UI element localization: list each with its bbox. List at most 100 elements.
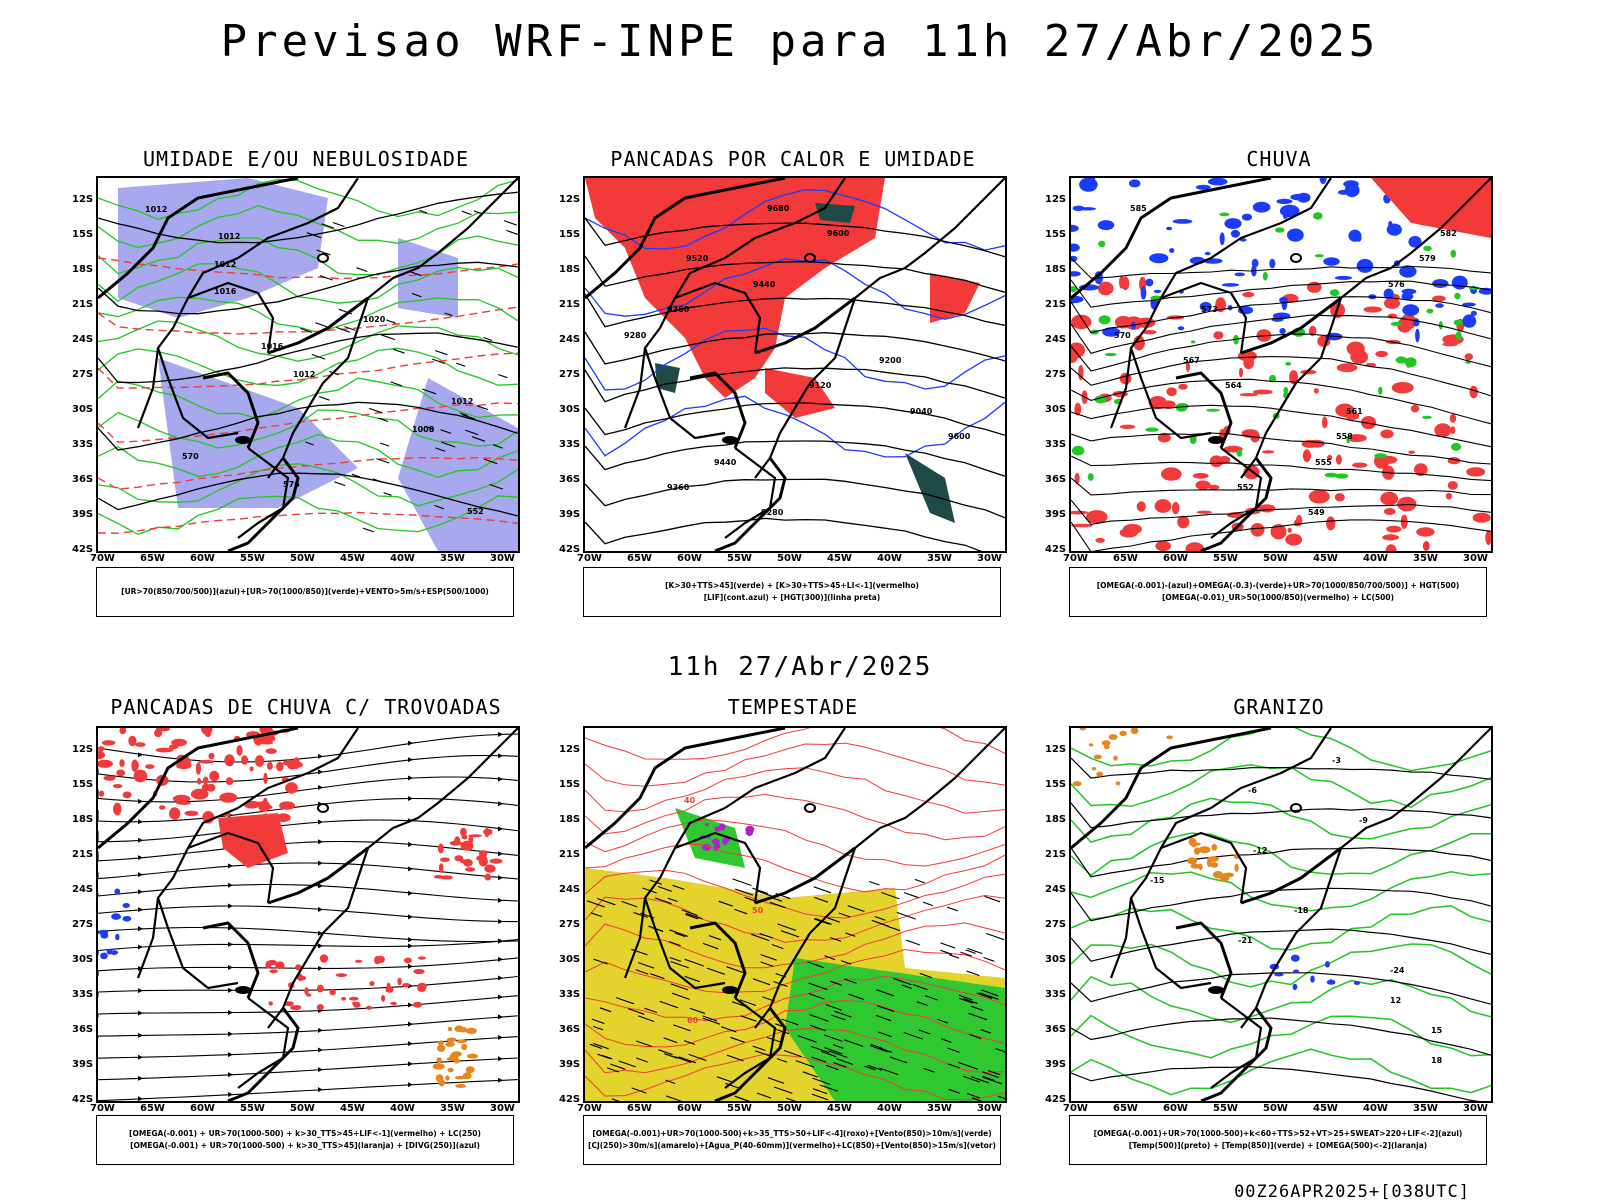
shade-cell xyxy=(1307,281,1322,293)
contour-line xyxy=(1071,279,1491,308)
shade-cell xyxy=(329,989,336,996)
contour-label: -24 xyxy=(1390,966,1405,975)
lon-tick-label: 50W xyxy=(777,1103,802,1114)
lat-tick-label: 24S xyxy=(72,334,94,345)
lat-tick-label: 18S xyxy=(559,814,581,825)
flow-arrow xyxy=(408,1082,413,1088)
shade-cell xyxy=(1250,523,1265,537)
shade-cell xyxy=(1274,973,1284,977)
lon-tick-label: 40W xyxy=(1363,553,1388,564)
shade-cell xyxy=(1213,331,1224,340)
shade-cell xyxy=(100,952,108,960)
shade-cell xyxy=(335,973,347,977)
contour-labels: -3 -6 -9 -12 -15 -18 -21 -24 12 15 18 xyxy=(1150,756,1443,1065)
shade-cell xyxy=(381,995,386,1002)
shade-cell xyxy=(1380,429,1394,439)
wind-vector xyxy=(356,267,368,273)
lake xyxy=(317,803,329,813)
contour-line xyxy=(1071,871,1491,912)
wind-vector xyxy=(940,942,956,949)
flow-arrow xyxy=(498,1014,503,1020)
contour-label: 9360 xyxy=(667,305,690,314)
contour-line xyxy=(585,742,1005,787)
shade-cell xyxy=(1416,527,1435,537)
shade-cell xyxy=(190,788,209,800)
temp850-contours xyxy=(1071,728,1491,1096)
shade-cell xyxy=(1185,361,1190,372)
legend-line: [K>30+TTS>45](verde) + [K>30+TTS>45+LI<-… xyxy=(665,581,919,590)
flow-arrow xyxy=(228,925,233,931)
shade-cell xyxy=(1308,489,1330,504)
border-line xyxy=(267,297,370,479)
shade-cell xyxy=(122,915,132,922)
shade-cell xyxy=(225,777,234,785)
shade-cell xyxy=(279,801,296,810)
shade-cell xyxy=(1378,386,1383,395)
lon-tick-label: 60W xyxy=(1163,1103,1188,1114)
lat-tick-label: 21S xyxy=(72,299,94,310)
wind-vector xyxy=(735,888,754,896)
shade-cell xyxy=(1432,295,1446,302)
lat-tick-label: 15S xyxy=(559,229,581,240)
lon-tick-label: 40W xyxy=(390,1103,415,1114)
shade-cell xyxy=(1397,317,1413,333)
contour-label: 1016 xyxy=(214,287,237,296)
wind-vector xyxy=(810,1024,826,1032)
wind-vector xyxy=(351,473,361,478)
wind-vector xyxy=(844,1039,864,1047)
legend-line: [OMEGA(-0.001)-(azul)+OMEGA(-0.3)-(verde… xyxy=(1096,581,1460,590)
wind-vector xyxy=(786,1097,797,1101)
wind-vector xyxy=(473,210,482,215)
lon-tick-label: 35W xyxy=(927,553,952,564)
border-line xyxy=(1240,296,1342,355)
shade-cell xyxy=(365,1005,373,1010)
shade-cell xyxy=(1166,226,1173,231)
lake xyxy=(804,253,816,263)
legend-line: [OMEGA(-0.001) + UR>70(1000-500) + k>30_… xyxy=(129,1129,481,1138)
lat-tick-label: 30S xyxy=(559,954,581,965)
panel-title-pancadas: PANCADAS POR CALOR E UMIDADE xyxy=(610,147,976,171)
shade-cell xyxy=(476,855,488,862)
shade-cell xyxy=(1071,295,1084,304)
wind-vector xyxy=(636,1057,648,1063)
lat-tick-label: 42S xyxy=(1045,544,1067,555)
contour-label: 555 xyxy=(1315,458,1332,467)
shade-cell xyxy=(447,1026,453,1032)
lake xyxy=(1290,253,1302,263)
shade-cell xyxy=(131,759,139,772)
shade-cell xyxy=(1293,519,1300,527)
flow-arrow xyxy=(318,860,323,866)
shade-cell xyxy=(1098,315,1111,325)
shade-cell xyxy=(1171,501,1180,515)
flow-arrow xyxy=(408,1021,413,1027)
lat-tick-label: 36S xyxy=(72,474,94,485)
contour-line xyxy=(585,975,1005,1022)
wind-vector xyxy=(657,885,672,892)
wind-vector xyxy=(318,395,330,401)
lat-tick-label: 39S xyxy=(72,509,94,520)
wind-vector xyxy=(912,983,928,991)
wind-vector xyxy=(381,334,396,341)
wind-vector xyxy=(971,1097,983,1101)
lon-tick-label: 70W xyxy=(1063,1103,1088,1114)
lon-tick-label: 50W xyxy=(290,1103,315,1114)
geography-borders xyxy=(585,728,1005,1101)
lat-tick-label: 33S xyxy=(72,439,94,450)
shade-cell xyxy=(128,735,137,747)
shade-cell xyxy=(1421,415,1432,419)
wind-vector xyxy=(821,1050,837,1058)
border-line xyxy=(1240,846,1342,905)
shade-cell xyxy=(445,1075,450,1081)
wind-vector xyxy=(752,978,771,986)
shade-cell xyxy=(1219,873,1230,882)
contour-label: 18 xyxy=(1431,1056,1443,1065)
map-granizo: -3 -6 -9 -12 -15 -18 -21 -24 12 15 18 xyxy=(1069,726,1493,1103)
shade-cell xyxy=(114,888,121,895)
wind-vector xyxy=(465,429,479,436)
legend-chuva: [OMEGA(-0.001)-(azul)+OMEGA(-0.3)-(verde… xyxy=(1069,567,1487,617)
wind-vector xyxy=(739,999,757,1007)
shade-cell xyxy=(1447,481,1458,490)
flow-arrow xyxy=(318,1067,323,1073)
lat-tick-label: 24S xyxy=(559,884,581,895)
map-trovoadas xyxy=(96,726,520,1103)
